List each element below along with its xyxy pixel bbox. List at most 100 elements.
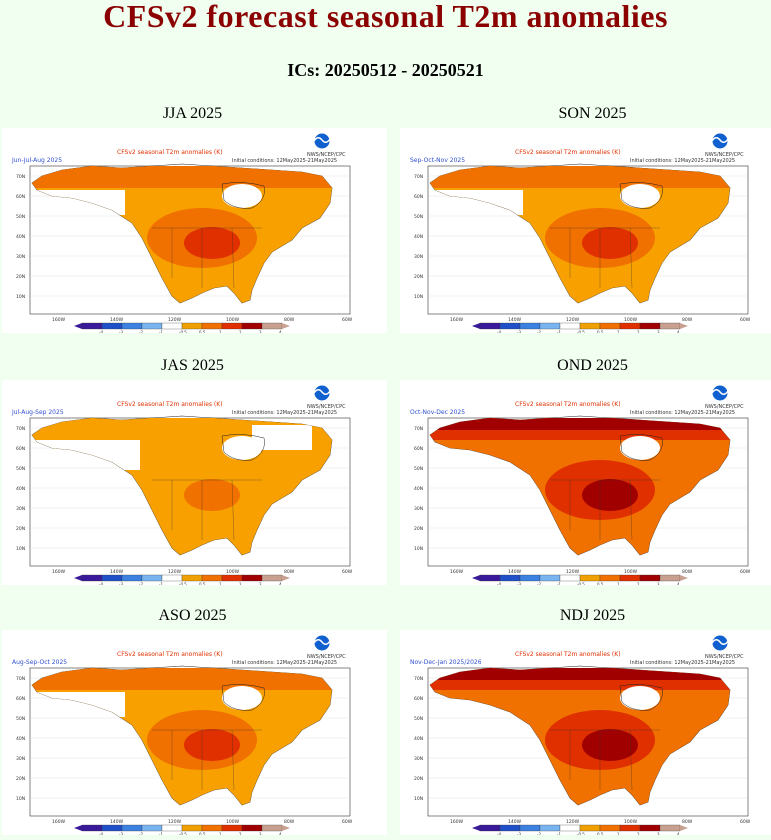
colorbar-label: 0.5 (597, 330, 604, 333)
noaa-logo-icon (313, 634, 331, 652)
longitude-label: 60W (342, 569, 353, 575)
panel-title-jja: JJA 2025 (162, 105, 223, 122)
colorbar-label: -0.5 (577, 582, 585, 585)
initial-conditions-range: ICs: 20250512 - 20250521 (287, 60, 484, 80)
colorbar-label: 3 (259, 330, 262, 333)
longitude-label: 120W (566, 317, 580, 323)
colorbar-label: -4 (497, 582, 501, 585)
longitude-label: 160W (450, 317, 464, 323)
latitude-label: 60N (414, 194, 423, 200)
panel-title-jas: JAS 2025 (161, 357, 224, 374)
latitude-label: 60N (16, 696, 25, 702)
colorbar-label: -2 (139, 832, 143, 835)
map-figure: Oct-Nov-Dec 2025 CFSv2 seasonal T2m anoma… (410, 384, 751, 585)
longitude-label: 160W (52, 819, 66, 825)
colorbar-label: 2 (239, 832, 242, 835)
longitude-label: 100W (226, 317, 240, 323)
colorbar-label: 3 (259, 582, 262, 585)
init-conditions-label: Initial conditions: 12May2025-21May2025 (630, 660, 735, 666)
agency-label: NWS/NCEP/CPC (307, 404, 346, 410)
colorbar-label: -1 (557, 832, 561, 835)
colorbar: -4 -3 -2 -1 -0.5 0.5 1 2 3 4 (74, 322, 290, 333)
longitude-label: 60W (342, 317, 353, 323)
colorbar-label: 4 (677, 330, 680, 333)
map-title: CFSv2 seasonal T2m anomalies (K) (515, 401, 621, 408)
latitude-label: 40N (16, 486, 25, 492)
latitude-label: 20N (16, 776, 25, 782)
map-title: CFSv2 seasonal T2m anomalies (K) (117, 149, 223, 156)
latitude-label: 70N (414, 676, 423, 682)
colorbar-label: 4 (279, 330, 282, 333)
latitude-label: 40N (16, 234, 25, 240)
latitude-label: 10N (16, 796, 25, 802)
latitude-label: 10N (16, 294, 25, 300)
colorbar-label: -2 (537, 330, 541, 333)
longitude-label: 160W (52, 569, 66, 575)
colorbar-label: 0.5 (199, 330, 206, 333)
colorbar-label: -3 (517, 832, 521, 835)
longitude-label: 60W (740, 819, 751, 825)
latitude-label: 60N (414, 446, 423, 452)
init-conditions-label: Initial conditions: 12May2025-21May2025 (232, 158, 337, 164)
colorbar-label: 4 (677, 582, 680, 585)
init-conditions-label: Initial conditions: 12May2025-21May2025 (232, 410, 337, 416)
latitude-label: 20N (16, 274, 25, 280)
colorbar-label: 1 (219, 832, 222, 835)
colorbar-label: 4 (677, 832, 680, 835)
colorbar-label: 2 (637, 832, 640, 835)
latitude-label: 10N (414, 796, 423, 802)
colorbar: -4 -3 -2 -1 -0.5 0.5 1 2 3 4 (472, 824, 688, 835)
init-conditions-label: Initial conditions: 12May2025-21May2025 (630, 410, 735, 416)
agency-label: NWS/NCEP/CPC (705, 152, 744, 158)
colorbar-label: 1 (219, 582, 222, 585)
panel-title-aso: ASO 2025 (158, 607, 227, 624)
colorbar-label: 2 (637, 582, 640, 585)
latitude-label: 30N (414, 506, 423, 512)
colorbar-label: -4 (99, 330, 103, 333)
latitude-label: 10N (16, 546, 25, 552)
latitude-label: 40N (414, 486, 423, 492)
colorbar-label: -1 (159, 330, 163, 333)
noaa-logo-icon (313, 132, 331, 150)
agency-label: NWS/NCEP/CPC (705, 654, 744, 660)
colorbar-label: 2 (637, 330, 640, 333)
latitude-label: 50N (16, 716, 25, 722)
longitude-label: 140W (110, 317, 124, 323)
longitude-label: 100W (226, 819, 240, 825)
colorbar-label: -0.5 (179, 582, 187, 585)
longitude-label: 80W (284, 569, 295, 575)
map-figure: Sep-Oct-Nov 2025 CFSv2 seasonal T2m anoma… (410, 132, 751, 333)
longitude-label: 60W (740, 569, 751, 575)
map-panel-ndj: Nov-Dec-Jan 2025/2026 CFSv2 seasonal T2m … (400, 630, 771, 835)
latitude-label: 20N (16, 526, 25, 532)
longitude-label: 100W (624, 819, 638, 825)
season-months-label: Jun-Jul-Aug 2025 (11, 157, 62, 164)
latitude-label: 10N (414, 294, 423, 300)
latitude-label: 40N (414, 736, 423, 742)
longitude-label: 140W (508, 569, 522, 575)
panel-title-ond: OND 2025 (557, 357, 628, 374)
colorbar-label: 2 (239, 582, 242, 585)
season-months-label: Sep-Oct-Nov 2025 (410, 157, 465, 164)
colorbar-label: 0.5 (199, 582, 206, 585)
colorbar-label: -4 (99, 582, 103, 585)
map-figure: Jun-Jul-Aug 2025 CFSv2 seasonal T2m anoma… (11, 132, 353, 333)
colorbar-label: 3 (657, 330, 660, 333)
latitude-label: 50N (16, 214, 25, 220)
map-panel-jja: Jun-Jul-Aug 2025 CFSv2 seasonal T2m anoma… (2, 128, 387, 333)
colorbar-label: 1 (617, 582, 620, 585)
colorbar-label: -4 (99, 832, 103, 835)
colorbar-label: 0.5 (597, 582, 604, 585)
agency-label: NWS/NCEP/CPC (307, 152, 346, 158)
colorbar-label: -3 (517, 582, 521, 585)
longitude-label: 60W (342, 819, 353, 825)
noaa-logo-icon (313, 384, 331, 402)
colorbar-label: -1 (557, 330, 561, 333)
colorbar-label: -0.5 (577, 330, 585, 333)
colorbar-label: -0.5 (577, 832, 585, 835)
map-figure: Jul-Aug-Sep 2025 CFSv2 seasonal T2m anoma… (11, 384, 353, 585)
longitude-label: 160W (450, 819, 464, 825)
latitude-label: 20N (414, 274, 423, 280)
latitude-label: 40N (16, 736, 25, 742)
longitude-label: 140W (110, 569, 124, 575)
